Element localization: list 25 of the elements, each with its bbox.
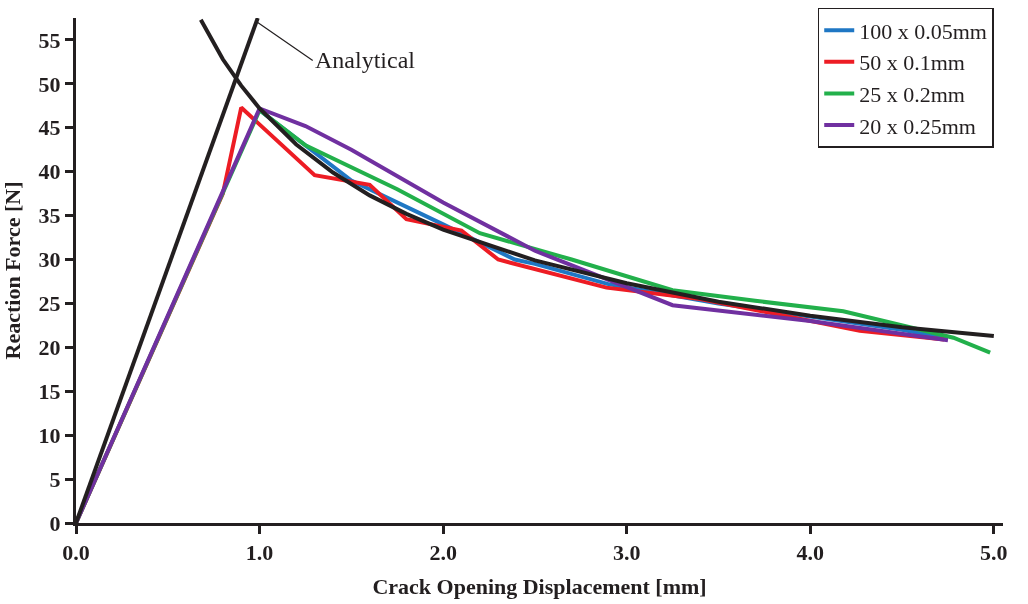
legend-label: 20 x 0.25mm (859, 113, 976, 139)
y-tick-label: 30 (38, 247, 61, 273)
x-axis-title: Crack Opening Displacement [mm] (372, 574, 707, 600)
legend-label: 100 x 0.05mm (859, 18, 987, 44)
x-tick-label: 5.0 (980, 540, 1008, 566)
x-tick-label: 4.0 (796, 540, 825, 566)
annotation: Analytical (315, 47, 416, 73)
y-tick-label: 40 (38, 159, 61, 185)
y-tick-label: 15 (38, 378, 61, 404)
x-tick-label: 3.0 (612, 540, 641, 566)
y-tick-label: 55 (38, 27, 61, 53)
y-tick-label: 35 (38, 203, 61, 229)
y-tick-label: 10 (38, 422, 61, 448)
legend-label: 25 x 0.2mm (859, 81, 965, 107)
x-tick-label: 2.0 (429, 540, 457, 566)
y-tick-label: 5 (49, 466, 61, 492)
x-tick-label: 0.0 (62, 540, 90, 566)
y-tick-label: 0 (49, 510, 61, 536)
x-tick-label: 1.0 (245, 540, 274, 566)
y-tick-label: 50 (38, 71, 61, 97)
y-tick-label: 20 (38, 335, 61, 361)
y-tick-label: 45 (38, 115, 61, 141)
y-axis-title: Reaction Force [N] (0, 181, 25, 360)
y-tick-label: 25 (38, 291, 61, 317)
legend-label: 50 x 0.1mm (859, 50, 965, 76)
